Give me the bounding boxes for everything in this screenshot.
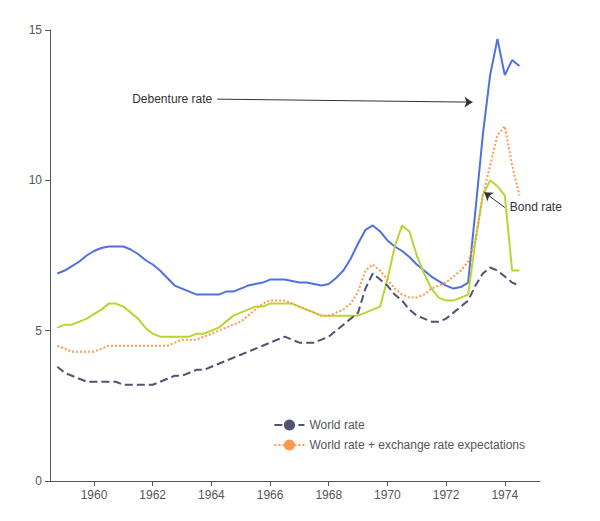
svg-text:Debenture rate: Debenture rate: [132, 92, 212, 106]
svg-text:World rate + exchange rate exp: World rate + exchange rate expectations: [309, 438, 525, 452]
svg-text:1964: 1964: [198, 488, 225, 502]
svg-text:10: 10: [29, 173, 43, 187]
svg-text:1974: 1974: [491, 488, 518, 502]
svg-text:1972: 1972: [433, 488, 460, 502]
svg-text:1966: 1966: [257, 488, 284, 502]
svg-text:0: 0: [35, 474, 42, 488]
svg-text:5: 5: [35, 324, 42, 338]
svg-text:15: 15: [29, 23, 43, 37]
svg-text:Bond rate: Bond rate: [510, 200, 562, 214]
svg-text:1970: 1970: [374, 488, 401, 502]
svg-text:1962: 1962: [139, 488, 166, 502]
svg-text:1968: 1968: [315, 488, 342, 502]
svg-text:World rate: World rate: [309, 418, 364, 432]
svg-text:1960: 1960: [81, 488, 108, 502]
